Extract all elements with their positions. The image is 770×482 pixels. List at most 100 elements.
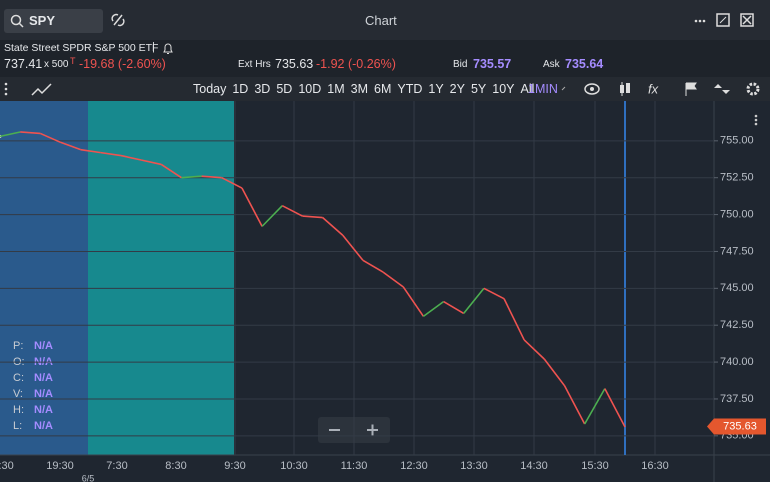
x-tick-label: 19:30 — [46, 460, 74, 472]
price-chart: P: N/AO: N/AC: N/AV: N/AH: N/AL: N/A 6/5 735.0… — [0, 101, 770, 482]
draw-tools[interactable] — [2, 81, 62, 97]
ext-change: -1.92 (-0.26%) — [316, 57, 396, 71]
ext-label: Ext Hrs — [238, 59, 271, 70]
overnight-session — [0, 101, 88, 455]
x-tick-label: 12:30 — [400, 460, 428, 472]
last-price: 737.41 — [4, 57, 43, 71]
legend-value: N/A — [34, 404, 53, 416]
price-segment — [80, 148, 101, 154]
x-tick-label: 8:30 — [165, 460, 186, 472]
x-tick-label: 15:30 — [581, 460, 609, 472]
legend-key: C: — [13, 372, 24, 384]
price-segment — [120, 154, 142, 161]
x-tick-label: 11:30 — [341, 460, 368, 472]
axis-menu[interactable] — [754, 122, 758, 126]
price-segment — [201, 175, 222, 179]
ask-label: Ask — [543, 59, 560, 70]
y-tick-label: 742.50 — [720, 319, 754, 331]
interval[interactable]: 1MIN — [528, 82, 558, 96]
y-tick-label: 755.00 — [720, 135, 754, 147]
range-button[interactable]: 1M — [327, 82, 345, 96]
range-button[interactable]: 5D — [276, 82, 293, 96]
price-segment — [281, 205, 303, 217]
price-segment — [261, 205, 283, 227]
x-tick-label: 10:30 — [280, 460, 308, 472]
x-tick-label: 16:30 — [641, 460, 669, 472]
legend-key: H: — [13, 404, 24, 416]
x-tick-label: 14:30 — [520, 460, 548, 472]
y-tick-label: 740.00 — [720, 356, 754, 368]
last-price-label: 735.63 — [723, 420, 757, 432]
window-title: Chart — [365, 13, 397, 28]
ohlc-legend: P: N/AO: N/AC: N/AV: N/AH: N/AL: N/A — [13, 340, 53, 432]
bid-label: Bid — [453, 59, 468, 70]
window-controls[interactable] — [692, 12, 764, 28]
x-tick-label: 7:30 — [106, 460, 127, 472]
bid: 735.57 — [473, 57, 512, 71]
y-tick-label: 737.50 — [720, 393, 754, 405]
price-segment — [443, 300, 465, 315]
legend-value: N/A — [34, 388, 53, 400]
symbol-search[interactable]: SPY — [4, 9, 103, 33]
ask: 735.64 — [565, 57, 604, 71]
toolbar: Today 1D 3D 5D 10D 1M 3M 6M YTD 1Y 2Y 5Y 10Y All 1MIN… — [0, 77, 770, 101]
axis-menu[interactable] — [754, 118, 758, 122]
price-segment — [422, 300, 445, 317]
link-icon[interactable] — [110, 12, 126, 28]
premarket-session — [88, 101, 234, 455]
price-segment — [503, 298, 525, 341]
date-label: 6/5 — [82, 473, 95, 482]
price-segment — [302, 215, 323, 219]
range-button[interactable]: 3M — [350, 82, 368, 96]
chart-tools[interactable]: fx — [560, 81, 768, 97]
price-segment — [0, 131, 21, 138]
range-button[interactable]: 1D — [232, 82, 249, 96]
x-tick-label: 13:30 — [460, 460, 488, 472]
range-button[interactable]: 3D — [254, 82, 271, 96]
price-segment — [523, 339, 545, 360]
legend-key: L: — [13, 420, 22, 432]
price-segment — [160, 163, 182, 179]
x-tick-label: 9:30 — [224, 460, 245, 472]
price-segment — [40, 132, 61, 144]
price-segment — [322, 216, 344, 236]
search-icon — [10, 14, 24, 28]
range-button[interactable]: YTD — [397, 82, 423, 96]
price-segment — [382, 271, 404, 288]
range-button[interactable]: 2Y — [449, 82, 465, 96]
price-segment — [563, 385, 586, 425]
price-segment — [463, 287, 485, 314]
range-button[interactable]: 10D — [298, 82, 322, 96]
quote-bar: State Street SPDR S&P 500 ETF | 737.41 x… — [0, 40, 770, 76]
y-tick-label: 747.50 — [720, 245, 754, 257]
price-segment — [604, 388, 626, 428]
range-button[interactable]: 1Y — [428, 82, 444, 96]
legend-value: N/A — [34, 420, 53, 432]
title-bar: SPY Chart — [0, 0, 770, 40]
axis-menu[interactable] — [754, 114, 758, 118]
instrument-name: State Street SPDR S&P 500 ETF — [4, 42, 159, 54]
price-segment — [483, 287, 505, 300]
size-flag: T — [70, 56, 76, 66]
range-button[interactable]: 10Y — [492, 82, 515, 96]
price-segment — [402, 286, 425, 317]
x-tick-label: 18:30 — [0, 460, 14, 472]
legend-key: P: — [13, 340, 23, 352]
range-button[interactable]: 5Y — [470, 82, 487, 96]
price-segment — [362, 259, 384, 273]
price-segment — [543, 358, 566, 387]
last-price-marker — [707, 418, 766, 435]
price-segment — [342, 234, 364, 261]
range-button[interactable]: Today — [193, 82, 227, 96]
net-change: -19.68 (-2.60%) — [79, 57, 166, 71]
price-segment — [241, 187, 263, 227]
range-button[interactable]: All — [520, 82, 535, 96]
legend-key: V: — [13, 388, 23, 400]
last-size: x 500 — [44, 59, 69, 70]
separator: | — [152, 41, 155, 53]
y-tick-label: 752.50 — [720, 172, 754, 184]
alert-icon[interactable] — [162, 42, 174, 55]
range-button[interactable]: 6M — [374, 82, 392, 96]
price-segment — [181, 175, 202, 179]
